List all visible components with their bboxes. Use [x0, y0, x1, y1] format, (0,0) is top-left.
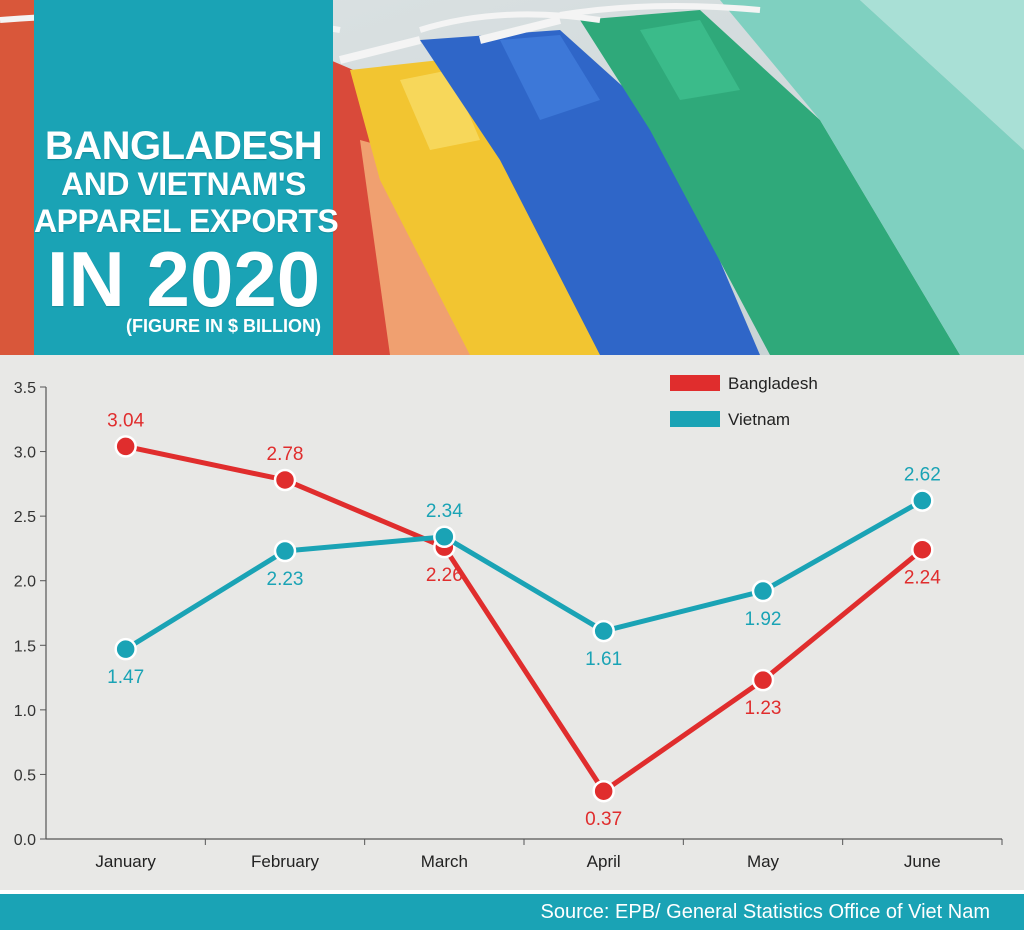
footer-bar: Source: EPB/ General Statistics Office o…: [0, 890, 1024, 930]
x-tick-label: February: [251, 852, 320, 871]
data-point: [114, 637, 137, 661]
source-note: Source: EPB/ General Statistics Office o…: [540, 901, 990, 923]
legend: Bangladesh Vietnam: [670, 374, 818, 429]
data-label: 1.61: [585, 649, 622, 670]
data-label: 2.78: [267, 444, 304, 465]
title-line-2: AND VIETNAM'S: [61, 166, 306, 202]
y-tick-label: 3.5: [14, 380, 36, 397]
y-tick-label: 1.0: [14, 703, 36, 720]
chart-area: 0.0 0.5 1.0 1.5 2.0 2.5 3.0 3.5 January February…: [0, 355, 1024, 890]
title-line-1: BANGLADESH: [44, 124, 323, 168]
legend-label: Bangladesh: [728, 374, 818, 393]
data-point: [592, 619, 615, 643]
data-label: 2.23: [267, 569, 304, 590]
line-chart: 0.0 0.5 1.0 1.5 2.0 2.5 3.0 3.5 January February…: [14, 374, 1003, 871]
y-tick-label: 2.0: [14, 574, 36, 591]
title-line-3: APPAREL EXPORTS: [34, 203, 339, 239]
data-point: [592, 779, 615, 803]
data-label: 2.26: [426, 565, 463, 586]
title-panel: BANGLADESH AND VIETNAM'S APPAREL EXPORTS…: [34, 0, 339, 355]
series-line: [125, 443, 924, 794]
data-label: 0.37: [585, 809, 622, 830]
clothes-rack-photo: [0, 0, 1024, 355]
y-tick-label: 0.0: [14, 832, 36, 849]
series-lines: 3.04 2.78 2.26 0.37 1.23 2.24 1.47 2.23 2.34 1.61…: [107, 410, 941, 830]
data-label: 3.04: [107, 410, 144, 431]
data-point: [751, 668, 775, 692]
data-label: 1.23: [745, 698, 782, 719]
legend-swatch: [670, 411, 720, 427]
data-point: [433, 525, 456, 549]
x-tick-label: April: [587, 852, 621, 871]
data-point: [911, 538, 934, 561]
title-line-4: IN 2020: [46, 235, 321, 323]
series-line: [124, 498, 924, 652]
x-tick-label: March: [421, 852, 468, 871]
data-point: [114, 435, 137, 458]
series-bangladesh: 3.04 2.78 2.26 0.37 1.23 2.24: [107, 410, 941, 830]
data-point: [751, 579, 775, 603]
x-axis-ticks: January February March April May June: [95, 839, 1003, 871]
header-banner: BANGLADESH AND VIETNAM'S APPAREL EXPORTS…: [0, 0, 1024, 355]
data-label: 1.92: [745, 609, 782, 630]
y-axis-ticks: 0.0 0.5 1.0 1.5 2.0 2.5 3.0 3.5: [14, 380, 46, 849]
series-vietnam: 1.47 2.23 2.34 1.61 1.92 2.62: [107, 465, 941, 689]
data-point: [911, 489, 934, 512]
footer-divider: [0, 890, 1024, 894]
y-tick-label: 3.0: [14, 445, 36, 462]
x-tick-label: January: [95, 852, 156, 871]
subtitle: (FIGURE IN $ BILLION): [126, 316, 321, 336]
y-tick-label: 0.5: [14, 767, 36, 784]
data-label: 2.24: [904, 568, 941, 589]
data-label: 2.34: [426, 501, 463, 522]
y-tick-label: 2.5: [14, 509, 36, 526]
data-label: 2.62: [904, 465, 941, 486]
chart-axes: [45, 387, 1002, 840]
x-tick-label: May: [747, 852, 780, 871]
legend-label: Vietnam: [728, 410, 790, 429]
legend-swatch: [670, 375, 720, 391]
data-label: 1.47: [107, 667, 144, 688]
y-tick-label: 1.5: [14, 638, 36, 655]
x-tick-label: June: [904, 852, 941, 871]
data-point: [273, 468, 297, 492]
data-point: [273, 539, 297, 563]
